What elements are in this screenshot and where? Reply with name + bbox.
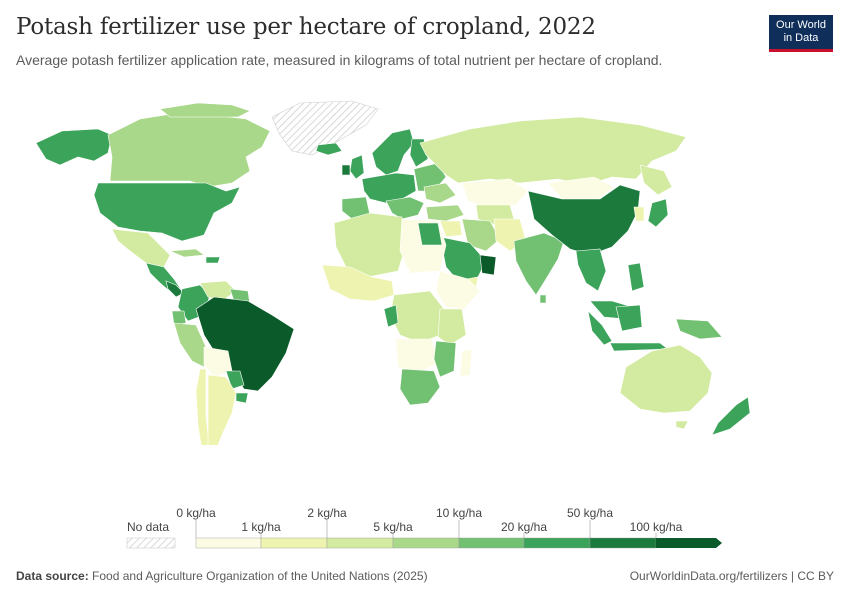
data-source-label: Data source: <box>16 569 89 583</box>
logo-line-2: in Data <box>783 32 819 44</box>
region-norway-sweden[interactable] <box>371 128 415 176</box>
region-ireland[interactable] <box>341 164 351 176</box>
legend-bin-2 <box>326 537 394 549</box>
region-angola-zambia[interactable] <box>395 338 439 374</box>
owid-logo[interactable]: Our World in Data <box>769 15 833 52</box>
legend-bin-3 <box>392 537 460 549</box>
legend-bin-4 <box>458 537 525 549</box>
region-korea[interactable] <box>633 206 645 222</box>
region-alaska[interactable] <box>35 128 113 166</box>
legend-tick-bottom-0: 1 kg/ha <box>241 520 281 534</box>
legend-tick-top-3: 50 kg/ha <box>567 506 613 520</box>
region-usa[interactable] <box>93 182 241 242</box>
region-peru[interactable] <box>173 322 207 368</box>
legend-no-data-swatch <box>126 537 176 549</box>
legend-bin-6 <box>589 537 657 549</box>
region-venezuela[interactable] <box>199 280 237 302</box>
region-uk[interactable] <box>349 154 365 180</box>
region-bolivia[interactable] <box>203 346 233 378</box>
region-east-africa[interactable] <box>437 308 467 346</box>
region-japan[interactable] <box>647 198 669 228</box>
region-argentina[interactable] <box>207 374 237 445</box>
legend-bin-7 <box>656 538 722 548</box>
color-legend: No data 0 kg/ha 2 kg/ha 10 kg/ha 50 kg/h… <box>126 506 722 549</box>
region-ecuador[interactable] <box>171 310 187 326</box>
region-costa-rica[interactable] <box>165 280 185 298</box>
region-mainland-sea[interactable] <box>575 248 607 292</box>
region-mozambique[interactable] <box>433 340 457 378</box>
region-italy-balkans[interactable] <box>385 196 425 220</box>
region-arctic-islands[interactable] <box>159 102 251 118</box>
legend-no-data-label: No data <box>127 520 169 534</box>
legend-tick-top-1: 2 kg/ha <box>307 506 347 520</box>
region-ukraine[interactable] <box>423 182 457 204</box>
region-greenland[interactable] <box>271 100 379 156</box>
region-southern-africa[interactable] <box>399 368 441 406</box>
region-indonesia-borneo[interactable] <box>615 304 643 332</box>
region-new-guinea[interactable] <box>675 318 723 340</box>
license-link[interactable]: OurWorldinData.org/fertilizers | CC BY <box>629 569 834 583</box>
data-source-text: Food and Agriculture Organization of the… <box>92 569 428 583</box>
region-uruguay[interactable] <box>235 392 249 404</box>
region-cuba[interactable] <box>169 248 205 258</box>
legend-tick-top-2: 10 kg/ha <box>436 506 482 520</box>
region-tasmania[interactable] <box>675 420 689 430</box>
region-mexico[interactable] <box>111 228 171 268</box>
world-map[interactable] <box>0 95 850 445</box>
region-canada[interactable] <box>107 112 271 188</box>
region-iceland[interactable] <box>315 142 343 156</box>
region-india[interactable] <box>513 232 565 296</box>
region-russia[interactable] <box>419 116 687 186</box>
legend-bin-0 <box>195 537 262 549</box>
region-philippines[interactable] <box>627 262 645 292</box>
region-mongolia[interactable] <box>547 176 615 200</box>
region-turkey[interactable] <box>425 204 465 222</box>
region-new-zealand[interactable] <box>711 396 751 436</box>
region-china[interactable] <box>527 184 641 256</box>
legend-tick-bottom-3: 100 kg/ha <box>630 520 683 534</box>
region-australia[interactable] <box>619 344 713 414</box>
region-hispaniola[interactable] <box>205 256 221 264</box>
legend-bin-5 <box>523 537 591 549</box>
logo-line-1: Our World <box>776 19 826 31</box>
region-madagascar[interactable] <box>459 348 473 378</box>
region-egypt[interactable] <box>417 222 443 246</box>
region-iran[interactable] <box>461 218 501 252</box>
data-source: Data source: Food and Agriculture Organi… <box>16 569 428 583</box>
region-russia-far-east[interactable] <box>639 164 673 196</box>
region-chile[interactable] <box>195 368 210 445</box>
region-levant[interactable] <box>439 220 463 238</box>
legend-bin-1 <box>260 537 328 549</box>
region-horn-of-africa[interactable] <box>435 270 481 310</box>
chart-title: Potash fertilizer use per hectare of cro… <box>16 14 596 40</box>
region-oman[interactable] <box>479 254 497 276</box>
region-congo[interactable] <box>383 304 399 328</box>
legend-tick-bottom-2: 20 kg/ha <box>501 520 547 534</box>
legend-tick-top-0: 0 kg/ha <box>176 506 216 520</box>
region-central-africa[interactable] <box>389 290 445 344</box>
region-sri-lanka[interactable] <box>539 294 547 304</box>
chart-subtitle: Average potash fertilizer application ra… <box>16 52 663 68</box>
legend-tick-bottom-1: 5 kg/ha <box>373 520 413 534</box>
region-kazakhstan[interactable] <box>461 178 529 210</box>
region-indonesia-sumatra[interactable] <box>587 310 613 346</box>
region-north-africa-west[interactable] <box>333 212 407 278</box>
